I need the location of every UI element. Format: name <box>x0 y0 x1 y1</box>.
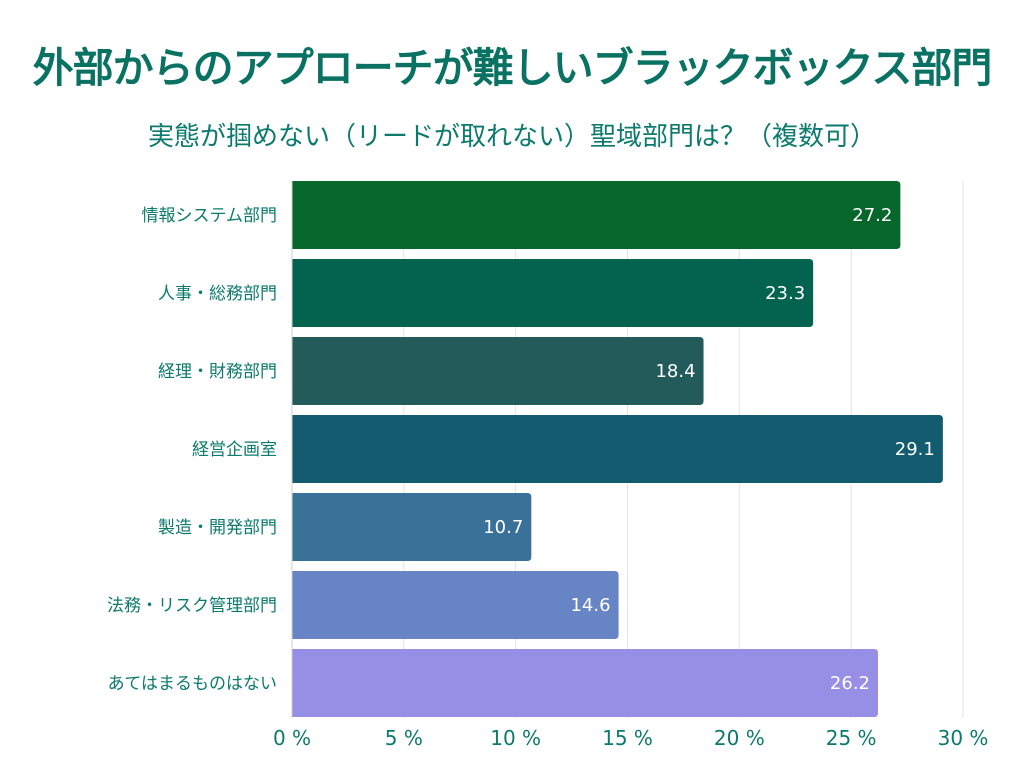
value-label: 10.7 <box>483 517 523 538</box>
bar <box>292 337 704 405</box>
x-tick-label: 5 % <box>385 726 423 750</box>
category-label: 法務・リスク管理部門 <box>107 596 277 616</box>
bar <box>292 649 879 717</box>
value-label: 26.2 <box>830 673 870 694</box>
chart-subtitle: 実態が掴めない（リードが取れない）聖域部門は？（複数可） <box>147 122 876 152</box>
category-label: あてはまるものはない <box>108 674 277 694</box>
bar <box>292 259 814 327</box>
x-tick-label: 20 % <box>714 726 765 750</box>
x-tick-label: 25 % <box>826 726 877 750</box>
bar <box>292 493 532 561</box>
bar <box>292 415 943 483</box>
category-label: 経理・財務部門 <box>158 362 277 382</box>
category-label: 人事・総務部門 <box>158 284 277 304</box>
x-tick-label: 0 % <box>273 726 311 750</box>
x-tick-label: 10 % <box>490 726 541 750</box>
value-label: 27.2 <box>852 205 892 226</box>
value-label: 14.6 <box>570 595 610 616</box>
value-label: 18.4 <box>655 361 695 382</box>
category-label: 経営企画室 <box>192 440 277 460</box>
x-tick-label: 15 % <box>602 726 653 750</box>
value-label: 23.3 <box>765 283 805 304</box>
x-tick-label: 30 % <box>938 726 989 750</box>
chart-title: 外部からのアプローチが難しいブラックボックス部門 <box>32 44 993 92</box>
category-label: 情報システム部門 <box>142 206 278 226</box>
bar <box>292 571 619 639</box>
category-label: 製造・開発部門 <box>158 518 277 538</box>
value-label: 29.1 <box>895 439 935 460</box>
bar <box>292 181 901 249</box>
